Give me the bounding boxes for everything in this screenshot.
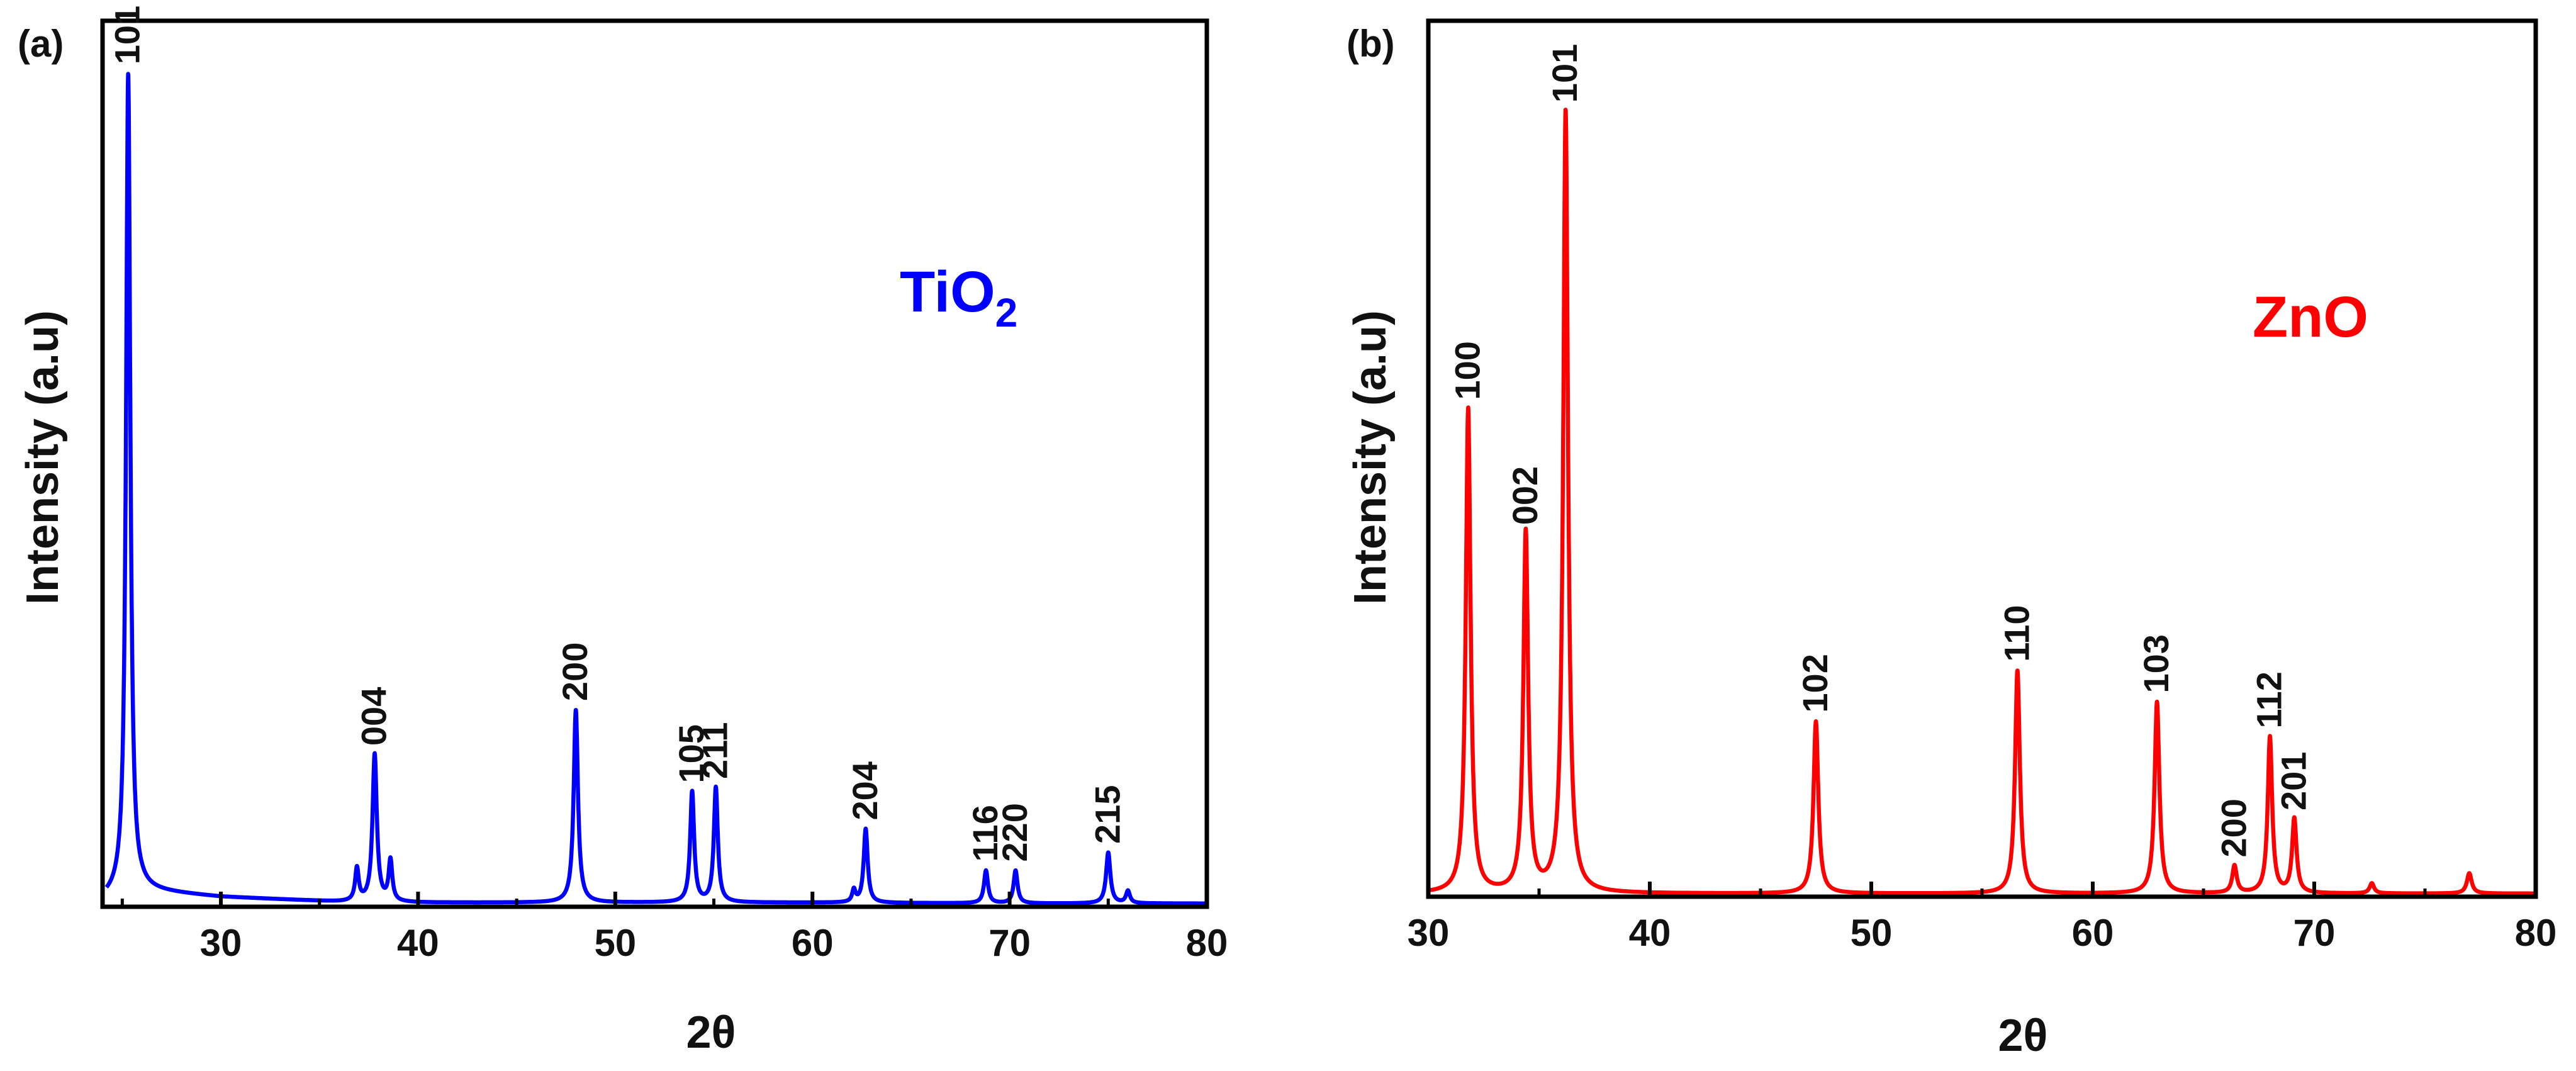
y-axis-title-b: Intensity (a.u) bbox=[1345, 310, 1396, 605]
x-tick-label-a: 40 bbox=[397, 922, 439, 964]
peak-label-a: 004 bbox=[354, 687, 394, 746]
panel-label-b: (b) bbox=[1347, 23, 1395, 65]
peak-label-b: 201 bbox=[2273, 752, 2313, 810]
peak-label-b: 102 bbox=[1795, 654, 1835, 712]
peak-label-b: 002 bbox=[1505, 466, 1545, 525]
peak-label-a: 200 bbox=[555, 642, 595, 701]
peak-label-b: 200 bbox=[2214, 799, 2253, 857]
x-tick-label-a: 50 bbox=[594, 922, 636, 964]
peak-label-a: 116 bbox=[965, 805, 1005, 861]
x-tick-label-b: 80 bbox=[2515, 912, 2557, 954]
peak-label-a: 220 bbox=[995, 803, 1034, 861]
panel-label-a: (a) bbox=[18, 23, 64, 65]
peak-label-a: 211 bbox=[695, 722, 735, 779]
plot-area-b bbox=[1426, 108, 2538, 897]
peak-label-a: 105 bbox=[671, 724, 711, 783]
sample-label-tio2: TiO2 bbox=[900, 260, 1017, 335]
peak-label-a: 215 bbox=[1087, 785, 1127, 844]
x-tick-label-b: 30 bbox=[1408, 912, 1450, 954]
peak-label-a: 101 bbox=[108, 6, 147, 64]
x-axis-title-b: 2θ bbox=[1998, 1011, 2048, 1061]
plot-frame-a bbox=[100, 18, 1209, 909]
panel-tio2: (a) Intensity (a.u) 2θ TiO2 bbox=[18, 18, 1209, 1058]
x-tick-label-b: 60 bbox=[2072, 912, 2114, 954]
x-tick-label-b: 40 bbox=[1629, 912, 1671, 954]
panel-zno: (b) Intensity (a.u) 2θ ZnO bbox=[1345, 18, 2538, 1061]
peak-label-b: 100 bbox=[1447, 341, 1487, 400]
x-tick-label-b: 50 bbox=[1851, 912, 1893, 954]
x-tick-label-b: 70 bbox=[2293, 912, 2336, 954]
x-axis-title-a: 2θ bbox=[686, 1007, 736, 1058]
series-line-a bbox=[104, 72, 1209, 906]
x-tick-label-a: 60 bbox=[792, 922, 834, 964]
x-tick-label-a: 30 bbox=[200, 922, 242, 964]
peak-label-b: 101 bbox=[1545, 44, 1584, 103]
plot-frame-b bbox=[1426, 18, 2538, 899]
plot-area-a bbox=[104, 72, 1209, 907]
series-line-b bbox=[1426, 108, 2538, 896]
peak-label-b: 112 bbox=[2249, 671, 2289, 728]
peak-label-b: 103 bbox=[2136, 634, 2176, 693]
x-tick-label-a: 70 bbox=[988, 922, 1031, 964]
sample-label-zno: ZnO bbox=[2253, 285, 2368, 349]
peak-label-b: 110 bbox=[1996, 605, 2036, 661]
y-axis-title-a: Intensity (a.u) bbox=[18, 310, 68, 605]
peak-label-a: 204 bbox=[845, 761, 885, 820]
x-tick-label-a: 80 bbox=[1186, 922, 1228, 964]
